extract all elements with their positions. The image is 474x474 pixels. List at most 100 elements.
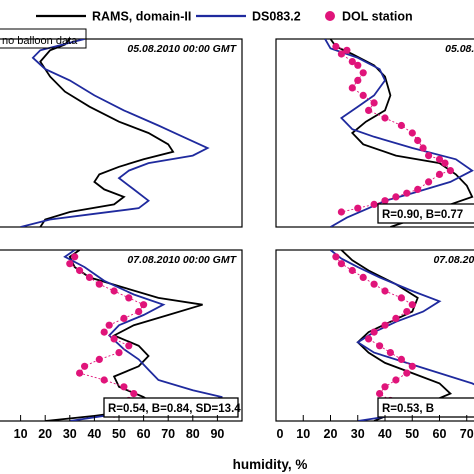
- dol-point-bottom-right-3: [359, 273, 367, 281]
- dol-point-top-right-2: [337, 50, 345, 58]
- x-tick-label-bottom-left-30: 30: [63, 427, 77, 441]
- dol-point-top-right-26: [370, 200, 378, 208]
- dol-point-top-right-19: [446, 167, 454, 175]
- panel-date-bottom-left: 07.08.2010 00:00 GMT: [127, 254, 237, 266]
- dol-point-top-right-4: [354, 61, 362, 69]
- x-tick-label-bottom-right-60: 60: [433, 427, 447, 441]
- series-line-top-left-0: [39, 39, 175, 227]
- x-tick-label-bottom-right-30: 30: [351, 427, 365, 441]
- x-axis-title: humidity, %: [233, 457, 308, 472]
- dol-point-bottom-right-17: [403, 369, 411, 377]
- dol-point-bottom-right-2: [348, 266, 356, 275]
- dol-point-top-right-23: [403, 189, 411, 197]
- panel-note-top-left: no balloon data: [2, 35, 78, 47]
- dol-point-bottom-right-11: [370, 328, 378, 336]
- legend-label-0: RAMS, domain-II: [92, 10, 191, 24]
- dol-point-top-right-22: [414, 185, 422, 193]
- dol-point-bottom-right-5: [381, 287, 389, 295]
- series-line-bottom-left-0: [45, 250, 203, 421]
- dol-point-bottom-right-10: [381, 321, 389, 329]
- series-line-top-right-0: [329, 39, 474, 227]
- legend-label-2: DOL station: [342, 10, 413, 24]
- dol-trace-bottom-right: [335, 256, 413, 408]
- panel-frame-bottom-left: [0, 249, 243, 422]
- dol-point-top-right-6: [354, 76, 362, 84]
- x-tick-label-bottom-left-40: 40: [87, 427, 101, 441]
- dol-point-top-right-5: [359, 69, 367, 77]
- dol-point-bottom-right-9: [392, 314, 400, 322]
- x-tick-label-bottom-right-50: 50: [405, 427, 419, 441]
- x-tick-label-bottom-left-70: 70: [161, 427, 175, 441]
- dol-point-bottom-left-6: [125, 294, 133, 302]
- dol-point-bottom-right-20: [376, 390, 384, 398]
- dol-point-bottom-left-18: [100, 376, 108, 384]
- series-line-top-left-1: [20, 39, 210, 227]
- dol-point-bottom-left-2: [76, 266, 84, 275]
- panel-date-bottom-right: 07.08.2010: [433, 254, 474, 266]
- panel-frame-top-right: [275, 38, 474, 228]
- panel-frame-top-left: [0, 38, 243, 228]
- dol-point-top-right-7: [348, 84, 356, 92]
- x-tick-label-bottom-left-50: 50: [112, 427, 126, 441]
- dol-point-bottom-right-4: [370, 280, 378, 288]
- dol-point-bottom-left-11: [100, 328, 108, 336]
- dol-point-top-right-27: [354, 204, 362, 212]
- dol-point-top-right-3: [348, 58, 356, 66]
- dol-point-top-right-28: [337, 208, 345, 216]
- dol-point-top-right-10: [365, 106, 373, 114]
- dol-point-bottom-left-16: [81, 362, 89, 370]
- legend-marker-2: [325, 11, 335, 21]
- dol-point-bottom-left-5: [110, 287, 118, 295]
- stats-box-bottom-right: [377, 397, 474, 418]
- dol-point-top-right-25: [381, 197, 389, 205]
- dol-point-bottom-left-0: [71, 253, 79, 261]
- x-tick-label-bottom-left-10: 10: [14, 427, 28, 441]
- dol-point-top-right-11: [381, 114, 389, 122]
- series-line-bottom-right-1: [329, 250, 474, 421]
- legend-label-1: DS083.2: [252, 10, 301, 24]
- dol-point-bottom-right-12: [365, 335, 373, 343]
- dol-point-bottom-right-7: [408, 301, 416, 309]
- x-tick-label-bottom-right-10: 10: [296, 427, 310, 441]
- x-tick-label-bottom-left-20: 20: [38, 427, 52, 441]
- dol-point-bottom-left-12: [110, 335, 118, 343]
- dol-point-top-right-15: [419, 144, 427, 152]
- dol-point-bottom-left-4: [95, 280, 103, 288]
- x-tick-label-bottom-right-70: 70: [460, 427, 474, 441]
- stats-text-bottom-right: R=0.53, B: [382, 403, 434, 415]
- dol-point-bottom-left-1: [66, 260, 74, 268]
- stats-text-bottom-left: R=0.54, B=0.84, SD=13.4: [108, 403, 241, 415]
- dol-point-top-right-13: [408, 129, 416, 137]
- stats-text-top-right: R=0.90, B=0.77: [382, 209, 463, 221]
- dol-point-bottom-left-13: [125, 342, 133, 350]
- dol-point-bottom-right-13: [376, 342, 384, 350]
- x-tick-label-bottom-right-40: 40: [378, 427, 392, 441]
- dol-point-bottom-right-0: [332, 253, 340, 261]
- stats-box-bottom-left: [103, 397, 239, 418]
- dol-point-top-right-21: [425, 178, 433, 186]
- x-tick-label-bottom-right-0: 0: [277, 427, 284, 441]
- dol-point-bottom-left-7: [140, 301, 148, 309]
- dol-point-bottom-right-16: [408, 362, 416, 370]
- dol-point-top-right-8: [359, 91, 367, 99]
- dol-point-bottom-left-17: [76, 369, 84, 377]
- dol-point-top-right-24: [392, 193, 400, 201]
- dol-point-top-right-12: [397, 121, 405, 130]
- dol-point-top-right-16: [425, 152, 433, 160]
- panel-date-top-right: 05.08.20: [445, 43, 474, 55]
- dol-point-bottom-left-3: [85, 273, 94, 281]
- dol-point-bottom-right-18: [392, 376, 400, 384]
- dol-point-bottom-right-19: [381, 383, 389, 391]
- series-line-bottom-right-0: [340, 250, 453, 421]
- dol-point-top-right-18: [441, 159, 449, 167]
- x-tick-label-bottom-left-90: 90: [210, 427, 224, 441]
- dol-point-bottom-right-15: [397, 355, 405, 363]
- dol-point-top-right-9: [370, 99, 378, 107]
- dol-point-top-right-1: [343, 46, 351, 54]
- panel-note-box-top-left: [0, 28, 87, 49]
- x-tick-label-bottom-left-80: 80: [186, 427, 200, 441]
- dol-point-bottom-right-14: [386, 349, 394, 357]
- panel-date-top-left: 05.08.2010 00:00 GMT: [127, 43, 237, 55]
- x-tick-label-bottom-right-20: 20: [324, 427, 338, 441]
